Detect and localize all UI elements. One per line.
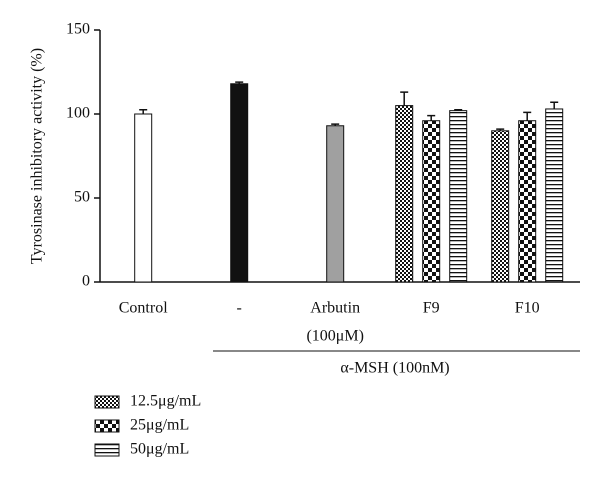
error-bar [331, 123, 340, 126]
error-bar [454, 109, 463, 111]
x-tick-label: Arbutin [310, 300, 360, 317]
error-bar [400, 91, 409, 106]
bar [449, 110, 468, 283]
x-tick-sublabel: (100μM) [306, 328, 363, 345]
y-tick-label: 150 [66, 21, 90, 38]
bar [395, 105, 414, 283]
x-tick-label: F10 [515, 300, 540, 317]
x-tick-label: F9 [423, 300, 440, 317]
error-bar [496, 128, 505, 131]
error-bar [139, 109, 148, 114]
y-axis-label: Tyrosinase inhibitory activity (%) [29, 48, 46, 264]
legend-label: 12.5μg/mL [130, 393, 201, 410]
bar [134, 113, 153, 283]
error-bar [427, 114, 436, 121]
y-tick-label: 100 [66, 105, 90, 122]
legend-swatch [94, 419, 120, 433]
legend-label: 50μg/mL [130, 441, 189, 458]
bar [518, 120, 537, 283]
legend-swatch [94, 443, 120, 457]
error-bar [550, 101, 559, 109]
error-bar [235, 81, 244, 84]
bar [491, 130, 510, 283]
group-label: α-MSH (100nM) [340, 360, 449, 377]
y-tick-label: 0 [82, 273, 90, 290]
bar [326, 125, 345, 283]
bar [545, 108, 564, 283]
error-bar [523, 111, 532, 121]
legend-label: 25μg/mL [130, 417, 189, 434]
x-tick-label: Control [119, 300, 168, 317]
legend-swatch [94, 395, 120, 409]
y-tick-label: 50 [74, 189, 90, 206]
bar [230, 83, 249, 283]
x-tick-label: - [237, 300, 242, 317]
bar [422, 120, 441, 283]
